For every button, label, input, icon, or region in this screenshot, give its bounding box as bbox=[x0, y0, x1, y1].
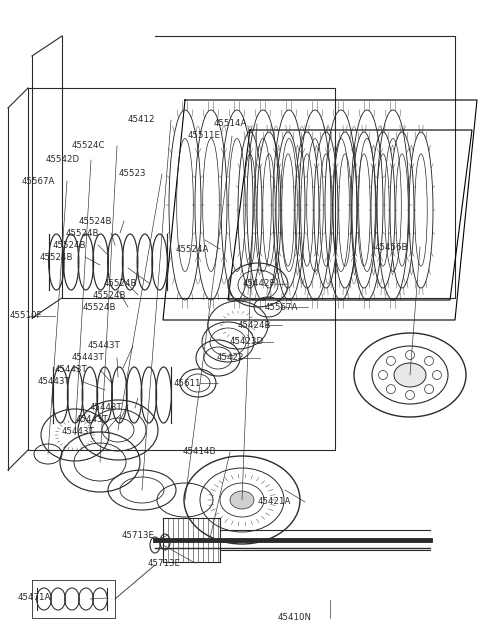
Text: 45524B: 45524B bbox=[104, 278, 137, 287]
Text: 45611: 45611 bbox=[174, 378, 202, 387]
Text: 45524B: 45524B bbox=[83, 302, 117, 311]
Text: 45542D: 45542D bbox=[46, 155, 80, 164]
Text: 45456B: 45456B bbox=[375, 242, 408, 252]
Circle shape bbox=[406, 351, 415, 359]
Text: 45511E: 45511E bbox=[188, 131, 221, 141]
Text: 45514A: 45514A bbox=[214, 119, 247, 129]
Text: 45524B: 45524B bbox=[79, 216, 112, 226]
Circle shape bbox=[379, 370, 387, 380]
Text: 45510F: 45510F bbox=[10, 311, 43, 321]
Ellipse shape bbox=[230, 491, 254, 509]
Text: 45443T: 45443T bbox=[90, 403, 123, 413]
Text: 45523: 45523 bbox=[119, 169, 146, 179]
Circle shape bbox=[386, 356, 396, 365]
Text: 45713E: 45713E bbox=[122, 531, 155, 540]
Text: 45471A: 45471A bbox=[18, 593, 51, 602]
Text: 45567A: 45567A bbox=[265, 302, 299, 311]
Text: 45423D: 45423D bbox=[230, 337, 264, 347]
Text: 45442F: 45442F bbox=[243, 280, 276, 288]
Text: 45567A: 45567A bbox=[22, 176, 55, 186]
Text: 45443T: 45443T bbox=[76, 415, 109, 425]
Text: 45524A: 45524A bbox=[176, 245, 209, 254]
Text: 45443T: 45443T bbox=[88, 342, 121, 351]
Text: 45424B: 45424B bbox=[238, 321, 272, 330]
Ellipse shape bbox=[394, 363, 426, 387]
Circle shape bbox=[386, 385, 396, 394]
Text: 45421A: 45421A bbox=[258, 498, 291, 507]
Circle shape bbox=[425, 356, 433, 365]
Circle shape bbox=[406, 391, 415, 399]
Text: 45443T: 45443T bbox=[72, 354, 105, 363]
Text: 45412: 45412 bbox=[128, 115, 156, 124]
Text: 45443T: 45443T bbox=[38, 377, 71, 387]
Text: 45410N: 45410N bbox=[278, 614, 312, 623]
Text: 45443T: 45443T bbox=[55, 365, 88, 375]
Text: 45524B: 45524B bbox=[53, 240, 86, 250]
Text: 45524B: 45524B bbox=[66, 228, 99, 238]
Text: 45524C: 45524C bbox=[72, 141, 106, 150]
Text: 45422: 45422 bbox=[217, 354, 244, 363]
Text: 45524B: 45524B bbox=[93, 290, 127, 299]
Circle shape bbox=[425, 385, 433, 394]
Text: 45443T: 45443T bbox=[62, 427, 95, 436]
Text: 45414B: 45414B bbox=[183, 448, 216, 456]
Text: 45524B: 45524B bbox=[40, 252, 73, 261]
Text: 45713E: 45713E bbox=[148, 559, 181, 567]
Circle shape bbox=[432, 370, 442, 380]
